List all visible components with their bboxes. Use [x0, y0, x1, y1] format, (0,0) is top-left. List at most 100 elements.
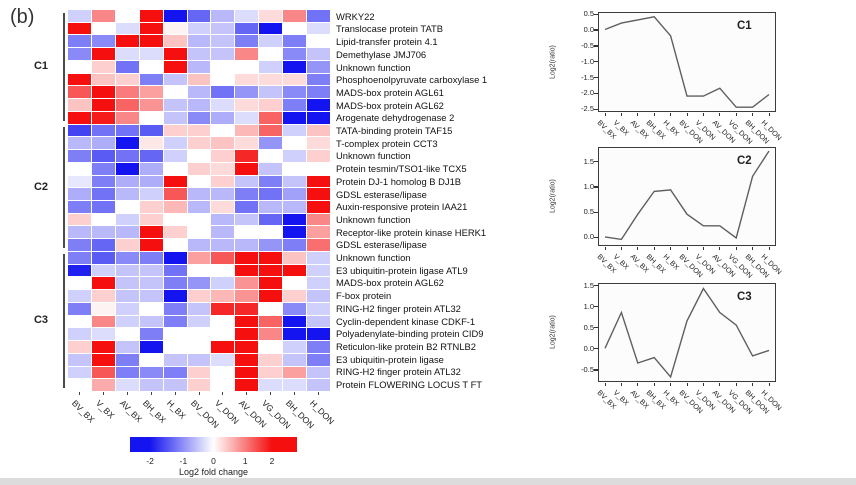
x-tick-mark: [752, 247, 754, 250]
heatmap-cell: [211, 35, 235, 48]
heatmap-cell: [139, 328, 163, 341]
x-tick-mark: [719, 247, 721, 250]
y-axis-label-c1: Log2(ratio): [549, 45, 557, 79]
heatmap-cell: [235, 315, 259, 328]
y-tick-mark: [594, 29, 598, 31]
heatmap-cell: [283, 162, 307, 175]
heatmap-cell: [163, 111, 187, 124]
heatmap-column-label: AV_BX: [117, 398, 144, 425]
heatmap-cell: [283, 239, 307, 251]
heatmap-cell: [211, 111, 235, 124]
heatmap-cell: [307, 315, 330, 328]
heatmap-cell: [211, 239, 235, 251]
y-tick-mark: [594, 236, 598, 239]
colorbar-label: Log2 fold change: [178, 467, 249, 477]
heatmap-cell: [163, 341, 187, 353]
heatmap-cell: [115, 73, 139, 86]
heatmap-cell: [259, 60, 283, 73]
heatmap-cell: [91, 111, 115, 124]
heatmap-cell: [115, 302, 139, 315]
heatmap-cell: [259, 251, 283, 264]
heatmap-cell: [139, 341, 163, 353]
heatmap-cell: [68, 86, 91, 99]
colorbar-tick: 2: [269, 456, 275, 466]
heatmap-cell: [235, 251, 259, 264]
heatmap-cell: [259, 188, 283, 200]
heatmap-cell: [68, 353, 91, 366]
heatmap-cell: [115, 341, 139, 353]
heatmap-cell: [235, 22, 259, 35]
cluster-bracket-c1: [63, 13, 65, 122]
x-tick-mark: [670, 247, 672, 250]
y-tick-label: 0.5: [583, 322, 594, 332]
gene-label: F-box protein: [336, 290, 392, 302]
heatmap-cell: [283, 10, 307, 22]
heatmap-cell: [68, 239, 91, 251]
heatmap-cell: [163, 22, 187, 35]
heatmap-column-tick: [293, 392, 295, 395]
heatmap-cell: [187, 111, 211, 124]
x-tick-mark: [653, 247, 655, 250]
gene-label: Arogenate dehydrogenase 2: [336, 112, 455, 124]
y-tick-label: 0.0: [583, 343, 594, 353]
cluster-bracket-c2: [63, 127, 65, 249]
heatmap-cell: [115, 162, 139, 175]
heatmap-cell: [163, 188, 187, 200]
gene-label: T-complex protein CCT3: [336, 137, 438, 149]
heatmap-cell: [91, 175, 115, 188]
heatmap-cell: [68, 111, 91, 124]
heatmap-cell: [187, 277, 211, 290]
heatmap-cell: [259, 73, 283, 86]
heatmap-cell: [187, 188, 211, 200]
heatmap-cell: [115, 22, 139, 35]
heatmap-cell: [259, 290, 283, 302]
heatmap-cell: [235, 277, 259, 290]
heatmap-column-tick: [103, 392, 105, 395]
gene-label: Translocase protein TATB: [336, 23, 443, 35]
heatmap-cell: [139, 73, 163, 86]
heatmap-cell: [187, 86, 211, 99]
heatmap-cell: [235, 213, 259, 226]
heatmap-cell: [187, 379, 211, 391]
heatmap-cell: [211, 150, 235, 162]
heatmap-cell: [91, 290, 115, 302]
x-tick-mark: [735, 247, 737, 250]
heatmap-cell: [211, 162, 235, 175]
heatmap-cell: [235, 48, 259, 60]
gene-label: Lipid-transfer protein 4.1: [336, 36, 438, 48]
x-tick-mark: [752, 113, 754, 116]
plot-title-c2: C2: [737, 155, 752, 167]
heatmap-cell: [139, 86, 163, 99]
colorbar-gradient: [130, 437, 297, 452]
heatmap-cell: [163, 290, 187, 302]
heatmap-cell: [211, 379, 235, 391]
colorbar-tick: 0: [211, 456, 216, 466]
heatmap-cell: [211, 73, 235, 86]
heatmap-cell: [235, 111, 259, 124]
heatmap-cell: [68, 150, 91, 162]
heatmap-cell: [259, 99, 283, 111]
heatmap-cell: [259, 328, 283, 341]
heatmap-column-tick: [174, 392, 176, 395]
heatmap-cell: [211, 22, 235, 35]
heatmap-cell: [91, 341, 115, 353]
y-tick-mark: [594, 61, 598, 63]
heatmap-cell: [115, 10, 139, 22]
x-tick-mark: [653, 113, 655, 116]
heatmap-cell: [115, 290, 139, 302]
cluster-label-c2: C2: [33, 180, 48, 193]
y-tick-mark: [594, 211, 598, 213]
gene-label: Unknown function: [336, 213, 411, 225]
heatmap-cell: [211, 201, 235, 213]
y-tick-label: 0.0: [583, 232, 594, 242]
heatmap-cell: [91, 302, 115, 315]
heatmap-cell: [307, 188, 330, 200]
heatmap-cell: [283, 188, 307, 200]
heatmap-cell: [68, 328, 91, 341]
heatmap-cell: [91, 264, 115, 277]
x-tick-mark: [637, 247, 639, 250]
heatmap-cell: [139, 60, 163, 73]
heatmap-cell: [307, 175, 330, 188]
heatmap-cell: [259, 22, 283, 35]
gene-label: GDSL esterase/lipase: [336, 239, 427, 251]
